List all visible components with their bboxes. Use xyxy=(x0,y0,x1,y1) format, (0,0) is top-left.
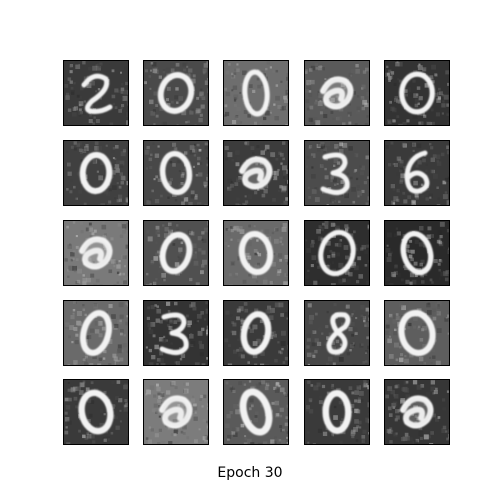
sample-tile xyxy=(384,140,450,206)
sample-tile xyxy=(384,220,450,286)
sample-tile xyxy=(143,220,209,286)
generated-digit-image xyxy=(144,221,208,285)
sample-tile xyxy=(223,300,289,366)
sample-tile xyxy=(143,300,209,366)
generated-digit-image xyxy=(385,380,449,444)
sample-tile xyxy=(143,379,209,445)
generated-digit-image xyxy=(144,141,208,205)
generated-digit-image xyxy=(144,301,208,365)
generated-digit-image xyxy=(305,221,369,285)
generated-digit-image xyxy=(305,141,369,205)
sample-grid xyxy=(63,60,450,445)
generated-digit-image xyxy=(224,221,288,285)
generated-digit-image xyxy=(385,301,449,365)
sample-tile xyxy=(304,60,370,126)
generated-digit-image xyxy=(385,61,449,125)
sample-tile xyxy=(304,220,370,286)
sample-tile xyxy=(304,300,370,366)
generated-digit-image xyxy=(64,221,128,285)
generated-digit-image xyxy=(224,380,288,444)
sample-tile xyxy=(63,300,129,366)
sample-tile xyxy=(223,60,289,126)
generated-digit-image xyxy=(64,141,128,205)
generated-digit-image xyxy=(305,61,369,125)
sample-tile xyxy=(63,60,129,126)
sample-tile xyxy=(63,379,129,445)
generated-digit-image xyxy=(224,141,288,205)
generated-digit-image xyxy=(64,301,128,365)
sample-tile xyxy=(304,379,370,445)
sample-tile xyxy=(143,140,209,206)
generated-digit-image xyxy=(385,141,449,205)
generated-digit-image xyxy=(305,301,369,365)
sample-tile xyxy=(384,300,450,366)
sample-tile xyxy=(384,60,450,126)
sample-tile xyxy=(384,379,450,445)
sample-tile xyxy=(63,220,129,286)
generated-digit-image xyxy=(385,221,449,285)
sample-tile xyxy=(304,140,370,206)
generated-digit-image xyxy=(224,61,288,125)
sample-tile xyxy=(63,140,129,206)
sample-tile xyxy=(223,220,289,286)
generated-digit-image xyxy=(224,301,288,365)
sample-tile xyxy=(223,379,289,445)
generated-digit-image xyxy=(144,380,208,444)
generated-digit-image xyxy=(305,380,369,444)
generated-digit-image xyxy=(144,61,208,125)
generated-digit-image xyxy=(64,380,128,444)
sample-tile xyxy=(143,60,209,126)
sample-tile xyxy=(223,140,289,206)
generated-digit-image xyxy=(64,61,128,125)
figure-caption: Epoch 30 xyxy=(217,465,283,481)
